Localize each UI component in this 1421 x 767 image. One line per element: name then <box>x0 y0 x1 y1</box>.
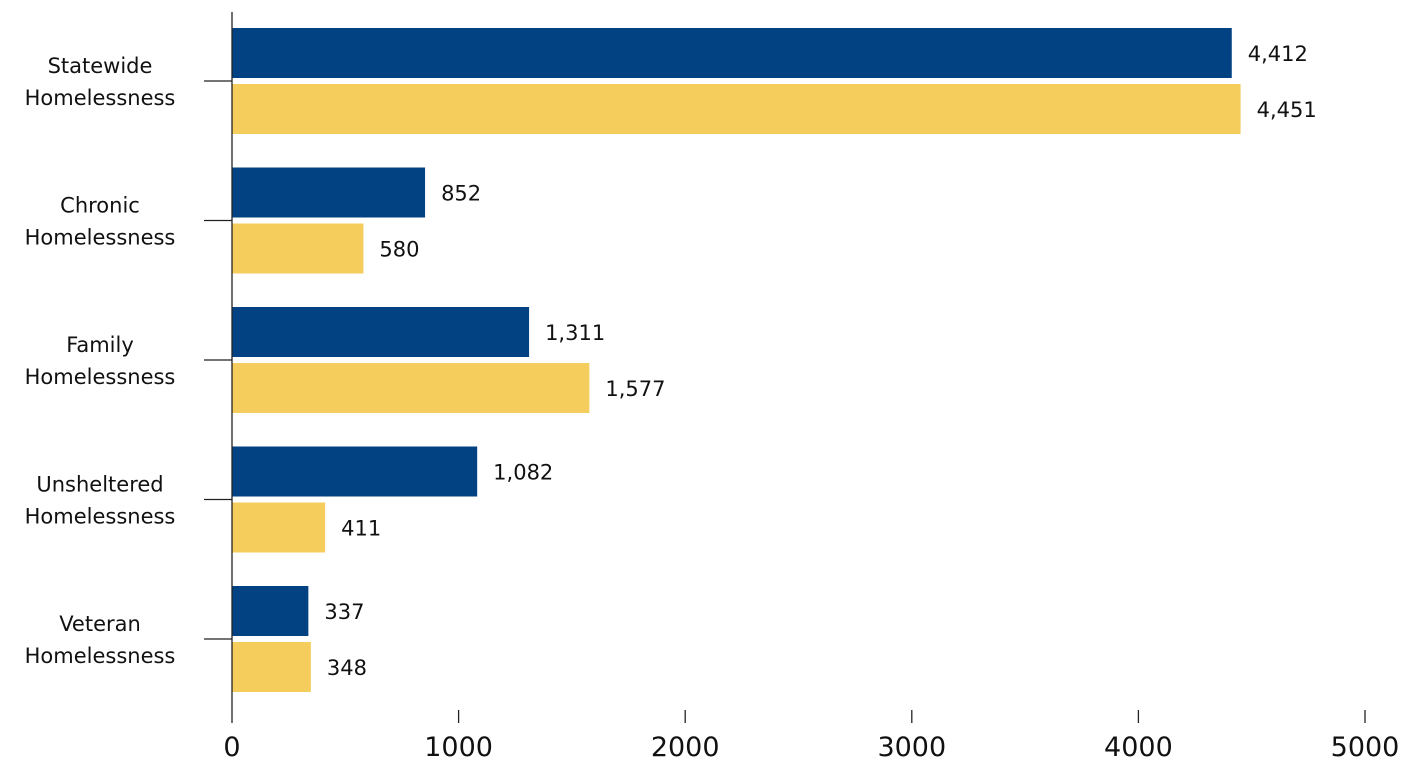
axes-layer: 0 1000 2000 3000 4000 5000 <box>204 12 1399 763</box>
x-tick-label-4: 4000 <box>1104 732 1173 763</box>
value-label-1-series-1: 580 <box>379 238 419 262</box>
bar-2-series-1 <box>232 363 590 413</box>
value-label-3-series-1: 411 <box>341 517 381 541</box>
category-label-1: Chronic Homelessness <box>25 194 176 250</box>
bar-3-series-0 <box>232 446 478 497</box>
bar-4-series-0 <box>232 586 309 636</box>
bar-4-series-1 <box>232 642 311 692</box>
bar-1-series-0 <box>232 167 426 218</box>
bar-1-series-1 <box>232 223 364 274</box>
value-label-2-series-1: 1,577 <box>605 377 665 401</box>
value-label-4-series-1: 348 <box>327 656 367 680</box>
bars-layer <box>232 28 1241 692</box>
bar-0-series-0 <box>232 28 1232 78</box>
x-tick-label-5: 5000 <box>1331 732 1400 763</box>
category-label-2: Family Homelessness <box>25 333 176 389</box>
value-label-0-series-0: 4,412 <box>1248 42 1308 66</box>
category-label-3: Unsheltered Homelessness <box>25 473 176 529</box>
value-labels-layer: 4,412 4,451 852 580 1,311 1,577 1,082 411 337 348 <box>324 42 1316 680</box>
x-tick-label-0: 0 <box>223 732 240 763</box>
category-label-0: Statewide Homelessness <box>25 54 176 110</box>
value-label-4-series-0: 337 <box>324 600 364 624</box>
bar-0-series-1 <box>232 84 1241 134</box>
bar-3-series-1 <box>232 502 326 553</box>
bar-2-series-0 <box>232 307 530 357</box>
x-tick-label-1: 1000 <box>424 732 493 763</box>
value-label-3-series-0: 1,082 <box>493 461 553 485</box>
x-tick-label-3: 3000 <box>877 732 946 763</box>
category-label-4: Veteran Homelessness <box>25 612 176 668</box>
category-labels-layer: Statewide Homelessness Chronic Homelessness… <box>25 54 176 668</box>
value-label-2-series-0: 1,311 <box>545 321 605 345</box>
value-label-0-series-1: 4,451 <box>1257 98 1317 122</box>
value-label-1-series-0: 852 <box>441 182 481 206</box>
x-tick-label-2: 2000 <box>651 732 720 763</box>
